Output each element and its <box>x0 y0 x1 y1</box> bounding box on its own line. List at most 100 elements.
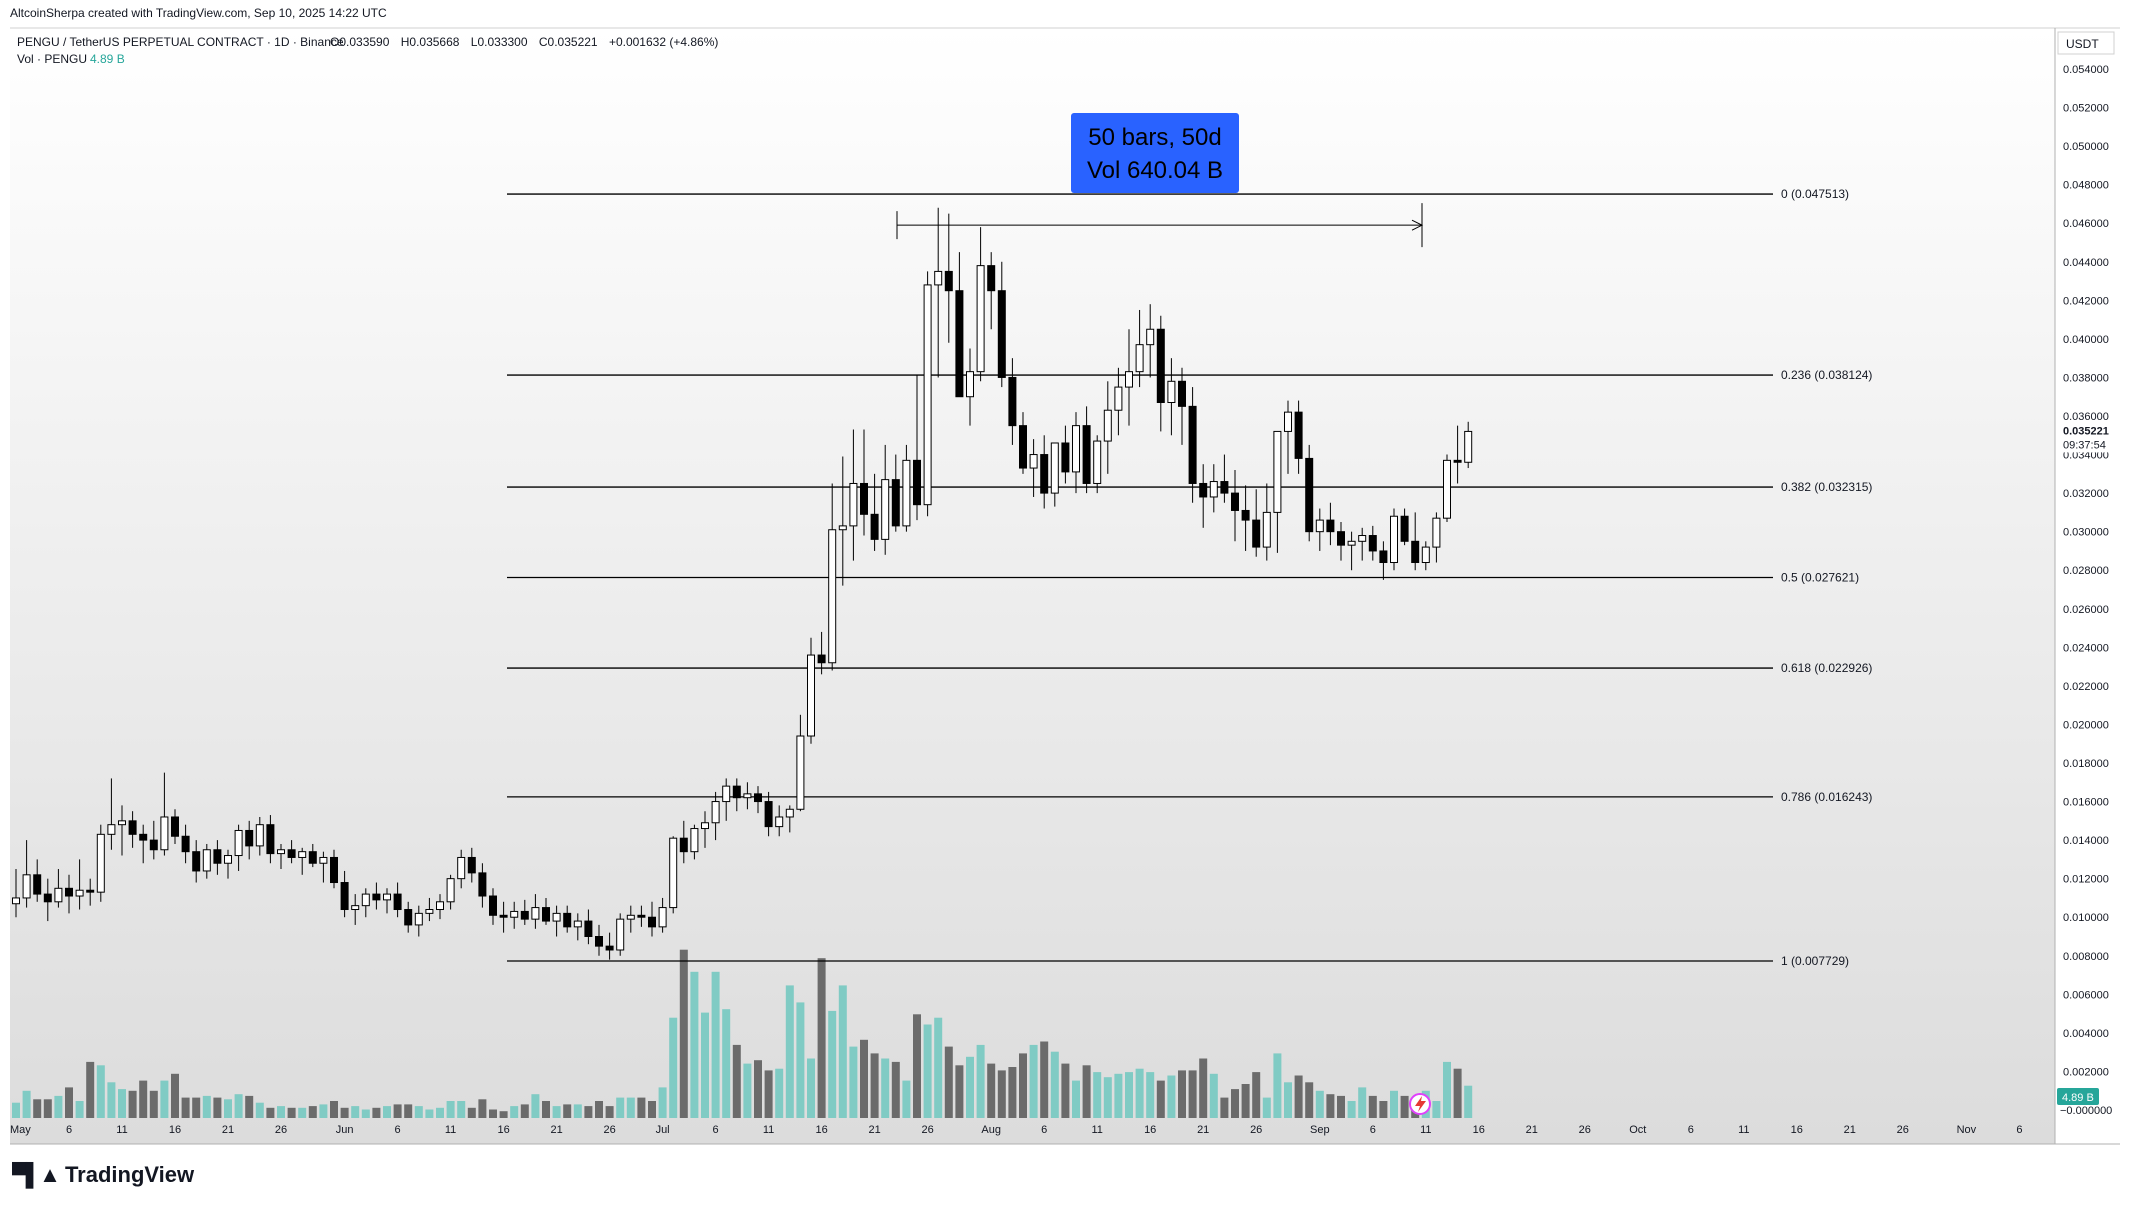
fib-level-label: 0.618 (0.022926) <box>1781 661 1872 675</box>
measure-volume-label: Vol 640.04 B <box>1087 157 1223 184</box>
candle-up <box>1443 459 1451 519</box>
price-axis[interactable]: 0.054000 0.052000 0.050000 0.048000 0.046000… <box>2057 64 2117 1117</box>
candle-up <box>1347 540 1356 546</box>
tradingview-logo[interactable]: ▀▌▲ TradingView <box>12 1162 194 1188</box>
candle-down <box>1368 535 1377 552</box>
candle-up <box>510 910 519 918</box>
candle-up <box>277 849 285 855</box>
candle-down <box>870 513 879 540</box>
candle-down <box>65 887 73 897</box>
candle-up <box>107 824 116 835</box>
volume-bar <box>255 1102 264 1118</box>
volume-bar <box>224 1099 232 1118</box>
volume-bar <box>319 1104 328 1118</box>
volume-bar <box>234 1094 243 1118</box>
candle-down <box>1156 328 1165 404</box>
volume-bar <box>1337 1095 1345 1118</box>
legend-vol-label[interactable]: Vol · PENGU <box>17 52 87 66</box>
candle-down <box>987 265 996 292</box>
volume-bars <box>12 949 1473 1118</box>
price-tick-label: 0.016000 <box>2063 797 2109 809</box>
tradingview-brand-text: TradingView <box>64 1162 195 1187</box>
price-tick-label: 0.034000 <box>2063 450 2109 462</box>
time-axis[interactable]: May 6 11 16 21 26 Jun 6 11 16 21 26 Jul 6 11 16 21 26 Aug 6… <box>10 1124 2022 1136</box>
candle-up <box>54 887 63 903</box>
time-tick-label: 6 <box>713 1124 719 1136</box>
candle-down <box>1178 380 1186 407</box>
candle-down <box>86 889 95 893</box>
candle-down <box>33 874 42 895</box>
volume-bar <box>701 1012 709 1118</box>
time-tick-label: 11 <box>763 1124 774 1136</box>
candle-up <box>1432 517 1441 548</box>
price-tick-label: 0.008000 <box>2063 951 2109 963</box>
candle-down <box>1231 492 1239 511</box>
candle-down <box>372 893 381 901</box>
time-tick-label: 11 <box>116 1124 127 1136</box>
candle-down <box>1040 454 1049 494</box>
candle-up <box>1421 546 1430 564</box>
candle-up <box>1167 380 1176 404</box>
candle-up <box>807 654 815 737</box>
time-tick-label: 11 <box>1420 1124 1431 1136</box>
date-range-measure[interactable]: 50 bars, 50d Vol 640.04 B <box>896 113 1424 248</box>
fib-level-label: 0.5 (0.027621) <box>1781 571 1859 585</box>
candle-down <box>181 835 190 853</box>
price-tick-label: 0.036000 <box>2063 411 2109 423</box>
volume-bar <box>520 1104 529 1118</box>
time-tick-label: 26 <box>603 1124 615 1136</box>
candle-down <box>1252 519 1261 548</box>
volume-bar <box>1390 1090 1398 1118</box>
price-tick-label: 0.014000 <box>2063 835 2109 847</box>
price-tick-label: 0.038000 <box>2063 372 2109 384</box>
candle-down <box>605 945 614 951</box>
volume-bar <box>669 1017 678 1118</box>
time-tick-label: 16 <box>1473 1124 1485 1136</box>
volume-bar <box>1050 1051 1059 1118</box>
volume-badge <box>2057 1088 2099 1105</box>
candle-down <box>499 914 508 918</box>
candle-down <box>404 909 413 926</box>
volume-bar <box>785 985 794 1118</box>
legend-symbol[interactable]: PENGU / TetherUS PERPETUAL CONTRACT · 1D… <box>17 35 344 49</box>
candle-up <box>75 889 84 897</box>
time-tick-label: 26 <box>921 1124 933 1136</box>
candle-down <box>171 816 179 837</box>
candle-up <box>838 525 847 531</box>
price-tick-label: 0.006000 <box>2063 989 2109 1001</box>
volume-bar <box>775 1068 784 1118</box>
volume-bar <box>1464 1085 1473 1118</box>
time-tick-label: 6 <box>2016 1124 2022 1136</box>
currency-box[interactable] <box>2057 31 2115 55</box>
volume-bar <box>393 1104 402 1118</box>
candle-up <box>319 856 328 864</box>
candle-down <box>764 801 773 828</box>
candle-up <box>202 849 211 872</box>
volume-bar <box>626 1097 635 1118</box>
candle-down <box>913 459 921 506</box>
volume-bar <box>1273 1053 1282 1118</box>
candle-up <box>234 829 243 857</box>
volume-bar <box>679 949 688 1118</box>
time-tick-label: Oct <box>1629 1124 1646 1136</box>
candle-up <box>552 912 561 922</box>
candle-up <box>160 816 169 851</box>
candle-down <box>308 851 317 864</box>
time-tick-label: 16 <box>815 1124 827 1136</box>
volume-bar <box>913 1014 921 1118</box>
price-tick-label: 0.044000 <box>2063 257 2109 269</box>
candle-down <box>192 851 201 872</box>
candle-up <box>457 856 466 880</box>
volume-bar <box>43 1099 52 1118</box>
candle-up <box>711 801 720 824</box>
candle-up <box>1273 430 1282 513</box>
quick-action-icon[interactable] <box>1409 1093 1431 1115</box>
time-tick-label: 11 <box>1738 1124 1749 1136</box>
candle-up <box>828 529 837 664</box>
candle-up <box>881 479 890 540</box>
candle-up <box>923 284 932 506</box>
tradingview-logo-icon: ▀▌▲ <box>12 1162 61 1187</box>
time-tick-label: 6 <box>1041 1124 1047 1136</box>
volume-bar <box>658 1087 667 1118</box>
